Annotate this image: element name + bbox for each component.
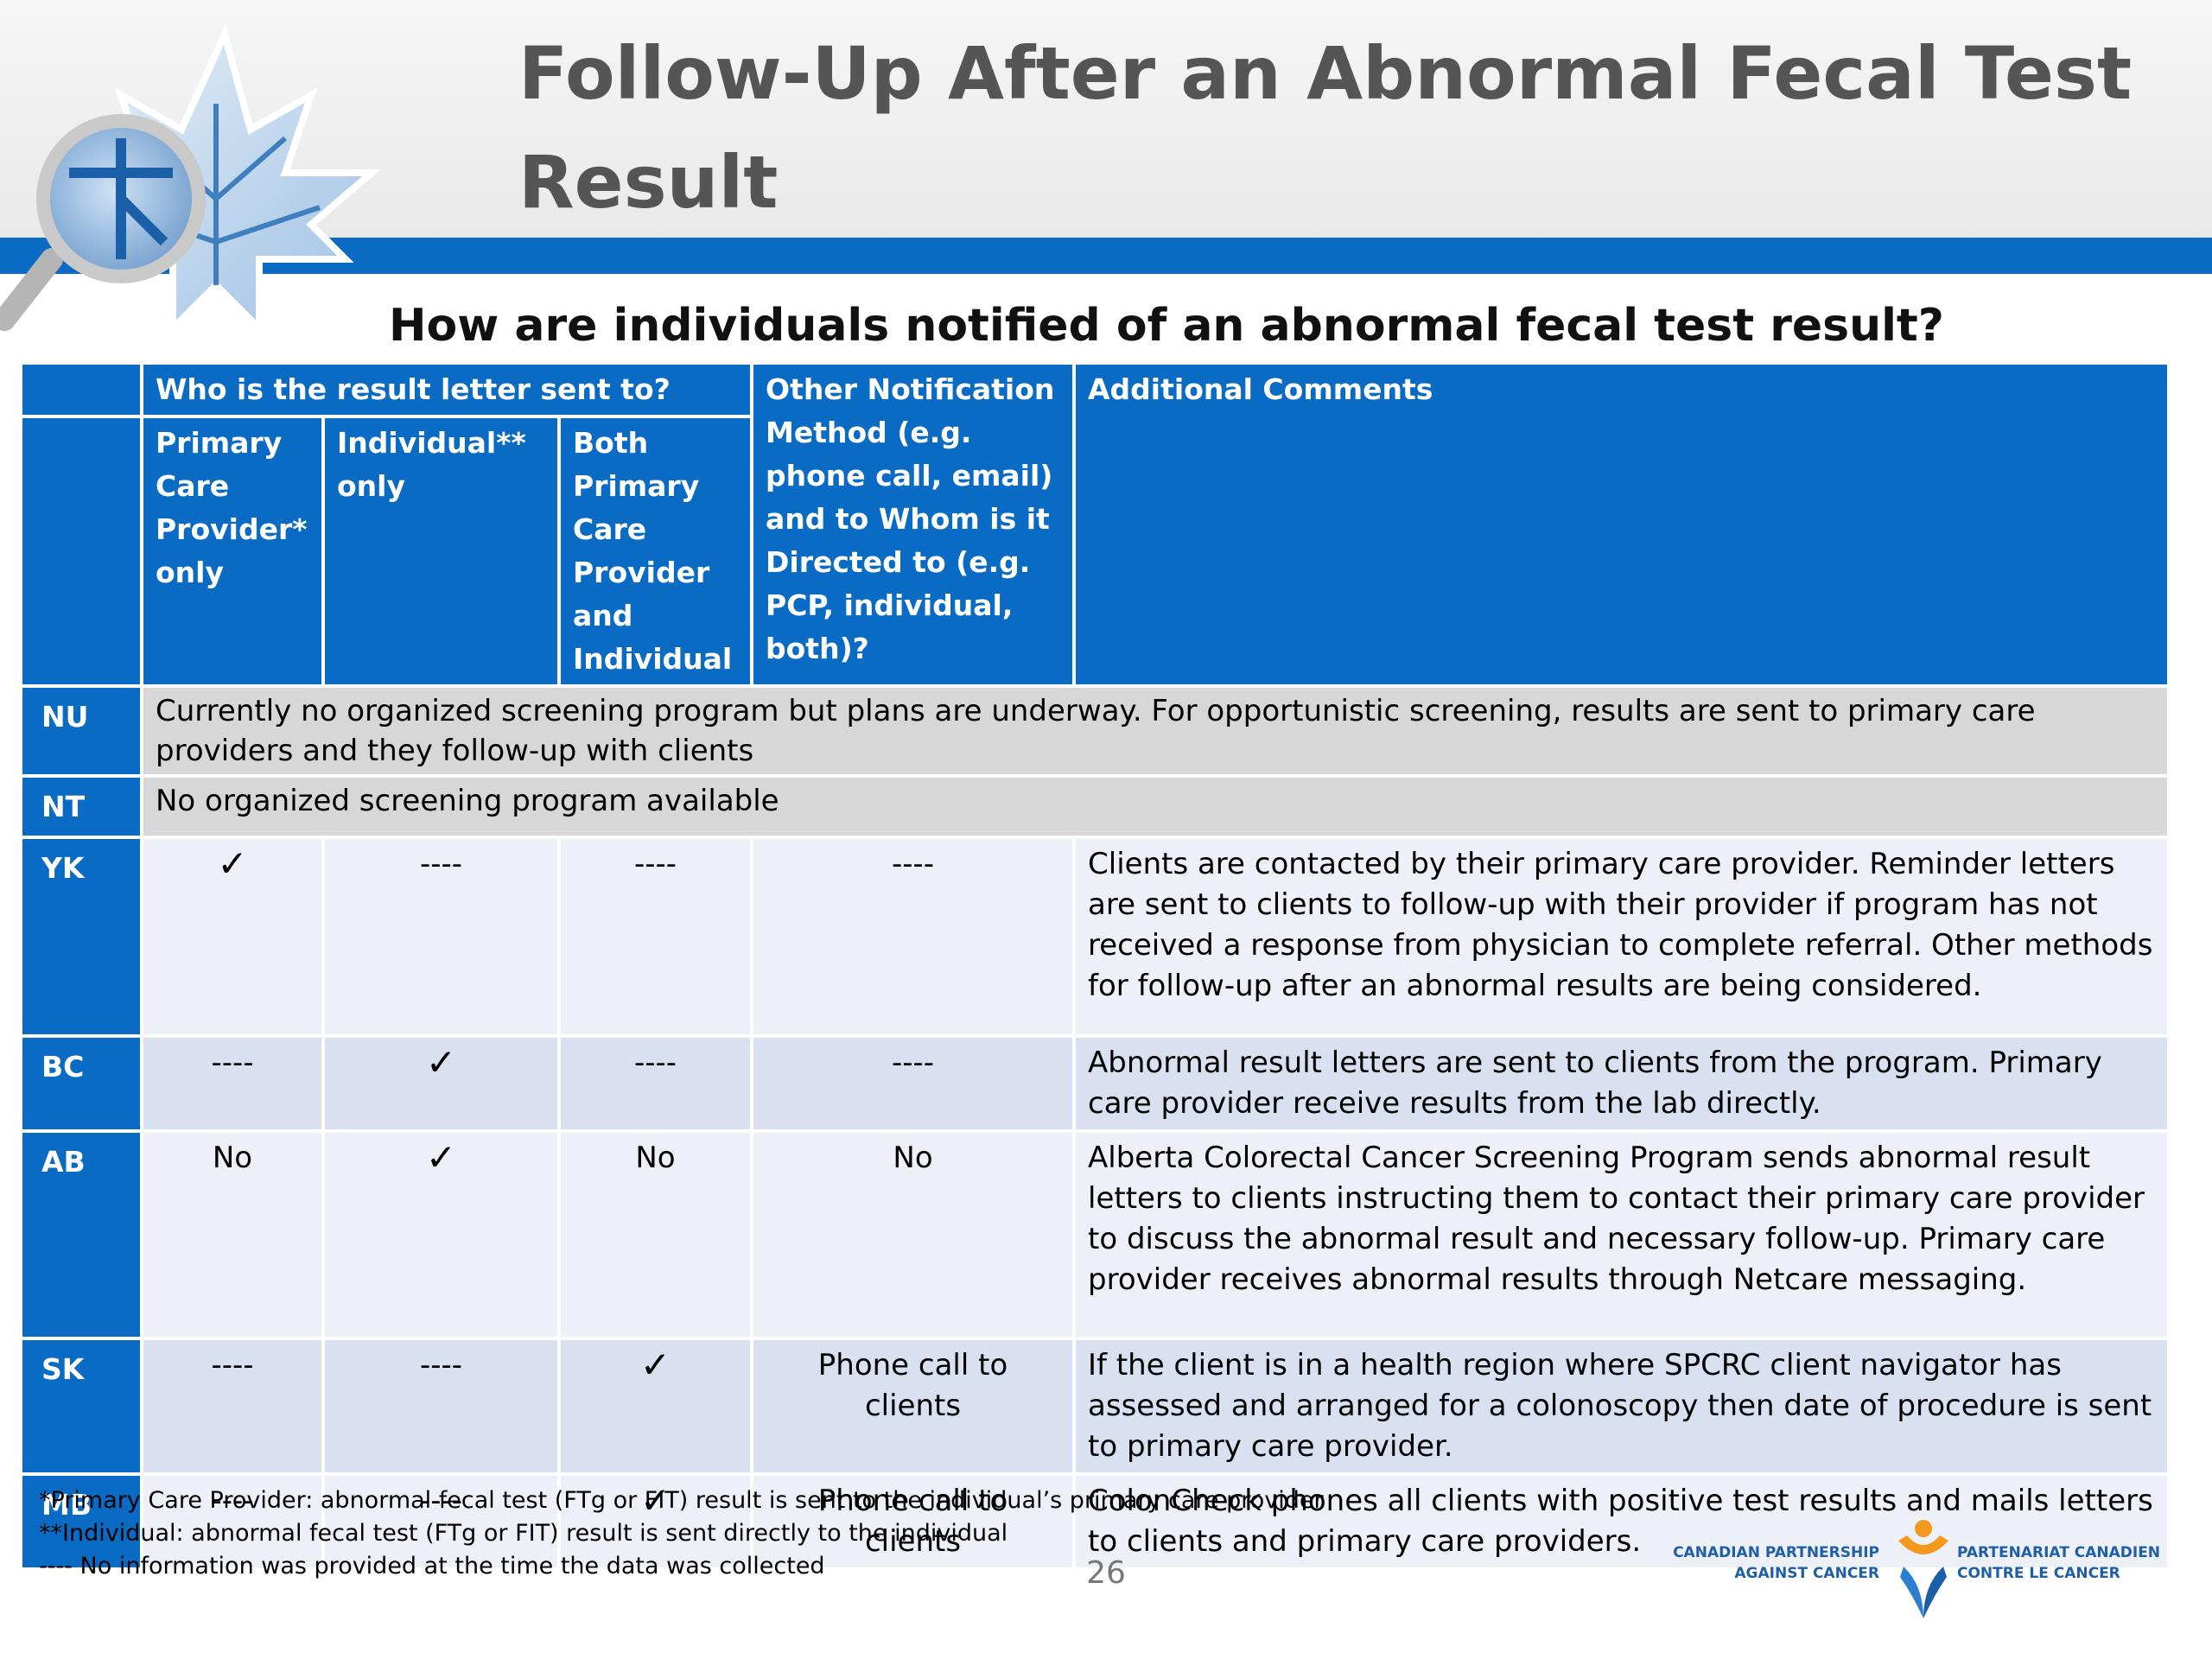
- table-row-yk: YK ✓ ---- ---- ---- Clients are contacte…: [19, 836, 2171, 1038]
- cell-comment: Clients are contacted by their primary c…: [1072, 836, 2171, 1038]
- table-row-nt: NT No organized screening program availa…: [19, 774, 2171, 839]
- header-background: [0, 0, 2212, 238]
- notification-table: Who is the result letter sent to? Other …: [19, 361, 2171, 1571]
- cell-individual: ----: [321, 1472, 561, 1571]
- cell-individual: ✓: [321, 1034, 561, 1133]
- table-row-bc: BC ---- ✓ ---- ---- Abnormal result lett…: [19, 1034, 2171, 1133]
- cell-individual: ----: [321, 836, 561, 1038]
- cell-comment: Alberta Colorectal Cancer Screening Prog…: [1072, 1129, 2171, 1340]
- row-abbr: NU: [19, 684, 143, 778]
- row-note: No organized screening program available: [139, 774, 2171, 839]
- table-row-ab: AB No ✓ No No Alberta Colorectal Cancer …: [19, 1129, 2171, 1340]
- page-subtitle: How are individuals notified of an abnor…: [389, 300, 1944, 352]
- cell-other: No: [750, 1129, 1077, 1340]
- cell-pcp: ✓: [140, 836, 325, 1038]
- cell-pcp: ----: [140, 1034, 325, 1133]
- cell-other: Phone call to clients: [750, 1472, 1077, 1571]
- cell-other: ----: [750, 1034, 1077, 1133]
- row-abbr: MB: [19, 1472, 143, 1571]
- cell-individual: ----: [321, 1337, 561, 1476]
- cell-comment: ColonCheck phones all clients with posit…: [1072, 1472, 2171, 1571]
- page-number: 26: [1086, 1555, 1126, 1591]
- header-individual-only: Individual** only: [321, 415, 561, 688]
- page-title: Follow-Up After an Abnormal Fecal Test R…: [518, 31, 2133, 225]
- cell-both: ✓: [556, 1472, 754, 1571]
- cpac-figure-icon: [1898, 1520, 1948, 1618]
- cell-pcp: ----: [140, 1472, 325, 1571]
- cell-both: No: [556, 1129, 754, 1340]
- footnote-no-info: ---- No information was provided at the …: [39, 1553, 825, 1580]
- cell-comment: If the client is in a health region wher…: [1072, 1337, 2171, 1476]
- cpac-logo-english: CANADIAN PARTNERSHIP AGAINST CANCER: [1673, 1544, 1879, 1582]
- cell-individual: ✓: [321, 1129, 561, 1340]
- header-other-method: Other Notification Method (e.g. phone ca…: [750, 361, 1077, 688]
- footnotes: *Primary Care Provider: abnormal fecal t…: [39, 1484, 1324, 1583]
- cpac-logo-french: PARTENARIAT CANADIEN CONTRE LE CANCER: [1957, 1544, 2161, 1582]
- row-abbr: YK: [19, 836, 143, 1038]
- header-pcp-only: Primary Care Provider* only: [140, 415, 325, 688]
- row-abbr: BC: [19, 1034, 143, 1133]
- cell-pcp: No: [140, 1129, 325, 1340]
- cell-other: ----: [750, 836, 1077, 1038]
- row-note: Currently no organized screening program…: [139, 684, 2171, 778]
- row-abbr: AB: [19, 1129, 143, 1340]
- cpac-logo: CANADIAN PARTNERSHIP AGAINST CANCER PART…: [1673, 1516, 2160, 1620]
- header-corner-bottom: [19, 415, 143, 688]
- header-additional-comments: Additional Comments: [1072, 361, 2171, 688]
- table-row-mb: MB ---- ---- ✓ Phone call to clients Col…: [19, 1472, 2171, 1571]
- footnote-individual: **Individual: abnormal fecal test (FTg o…: [39, 1520, 1008, 1547]
- table-row-nu: NU Currently no organized screening prog…: [19, 684, 2171, 778]
- cell-other: Phone call to clients: [750, 1337, 1077, 1476]
- cell-both: ----: [556, 836, 754, 1038]
- maple-leaf-magnifier-icon: [0, 24, 381, 337]
- header-corner-top: [19, 361, 143, 418]
- row-abbr: NT: [19, 774, 143, 839]
- cell-comment: Abnormal result letters are sent to clie…: [1072, 1034, 2171, 1133]
- header-both: Both Primary Care Provider and Individua…: [556, 415, 754, 688]
- cell-both: ----: [556, 1034, 754, 1133]
- header-group-recipient: Who is the result letter sent to?: [139, 361, 754, 418]
- header-blue-band: [0, 238, 2212, 274]
- cell-both: ✓: [556, 1337, 754, 1476]
- table-row-sk: SK ---- ---- ✓ Phone call to clients If …: [19, 1337, 2171, 1476]
- footnote-pcp: *Primary Care Provider: abnormal fecal t…: [39, 1487, 1324, 1514]
- cell-pcp: ----: [140, 1337, 325, 1476]
- row-abbr: SK: [19, 1337, 143, 1476]
